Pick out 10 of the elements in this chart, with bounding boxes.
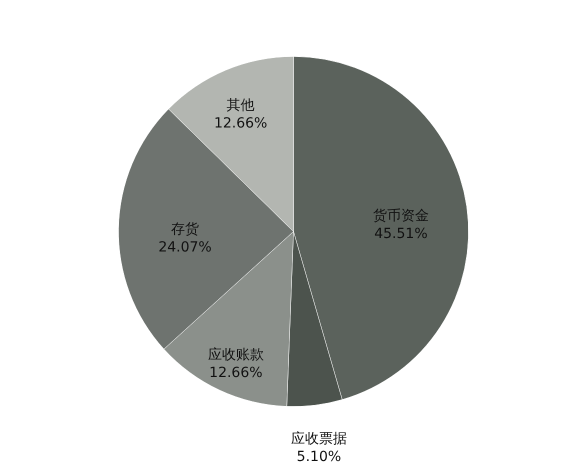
slice-label: 货币资金 bbox=[372, 208, 429, 224]
data-label: 5.10% bbox=[296, 448, 342, 463]
data-label: 12.66% bbox=[214, 116, 268, 132]
slice-label: 存货 bbox=[171, 221, 200, 238]
slice-label: 其他 bbox=[226, 98, 255, 114]
data-label: 45.51% bbox=[374, 226, 428, 242]
slice-label: 应收账款 bbox=[208, 347, 264, 364]
data-label: 12.66% bbox=[209, 365, 263, 382]
slice-label: 应收票据 bbox=[290, 430, 347, 447]
data-label: 24.07% bbox=[158, 239, 212, 256]
